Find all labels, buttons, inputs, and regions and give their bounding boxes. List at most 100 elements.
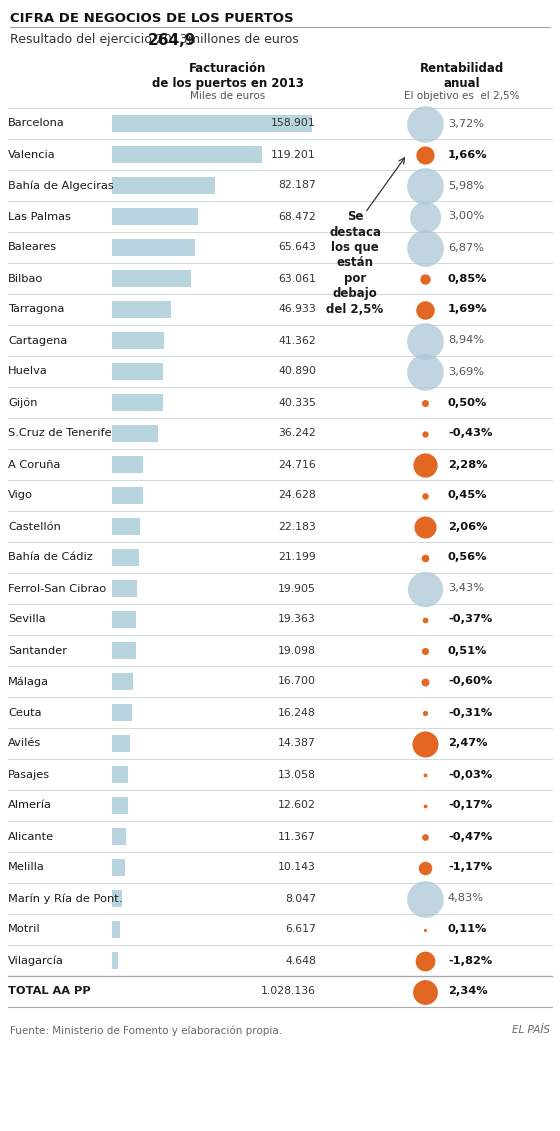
- Bar: [112, 735, 130, 752]
- Point: [421, 424, 430, 442]
- Text: 16.248: 16.248: [278, 708, 316, 717]
- Point: [421, 146, 430, 164]
- Point: [421, 456, 430, 474]
- Bar: [112, 642, 136, 658]
- Text: -0,31%: -0,31%: [448, 708, 492, 717]
- Text: 4.648: 4.648: [285, 956, 316, 966]
- Text: Avilés: Avilés: [8, 739, 41, 749]
- Point: [421, 673, 430, 691]
- Text: 21.199: 21.199: [278, 553, 316, 562]
- Text: 40.890: 40.890: [278, 366, 316, 377]
- Text: 41.362: 41.362: [278, 336, 316, 345]
- Text: 119.201: 119.201: [271, 149, 316, 159]
- Text: 11.367: 11.367: [278, 831, 316, 841]
- Text: Motril: Motril: [8, 924, 41, 934]
- Text: 3,00%: 3,00%: [448, 211, 484, 222]
- Text: Melilla: Melilla: [8, 863, 45, 872]
- Bar: [112, 146, 262, 163]
- Bar: [112, 828, 127, 845]
- Text: Baleares: Baleares: [8, 242, 57, 252]
- Text: 12.602: 12.602: [278, 801, 316, 811]
- Text: 22.183: 22.183: [278, 521, 316, 532]
- Point: [421, 734, 430, 752]
- Text: 0,11%: 0,11%: [448, 924, 487, 934]
- Bar: [112, 208, 198, 225]
- Text: millones de euros: millones de euros: [184, 33, 298, 46]
- Text: 1,66%: 1,66%: [448, 149, 488, 159]
- Text: Vigo: Vigo: [8, 491, 33, 501]
- Bar: [112, 240, 195, 256]
- Text: 24.628: 24.628: [278, 491, 316, 501]
- Text: 2,34%: 2,34%: [448, 986, 488, 996]
- Text: -0,43%: -0,43%: [448, 429, 492, 439]
- Text: 10.143: 10.143: [278, 863, 316, 872]
- Text: Huelva: Huelva: [8, 366, 48, 377]
- Text: TOTAL AA PP: TOTAL AA PP: [8, 986, 91, 996]
- Text: Sevilla: Sevilla: [8, 614, 45, 624]
- Text: Barcelona: Barcelona: [8, 119, 65, 129]
- Text: -0,47%: -0,47%: [448, 831, 492, 841]
- Text: 46.933: 46.933: [278, 304, 316, 314]
- Text: 1.028.136: 1.028.136: [261, 986, 316, 996]
- Text: Tarragona: Tarragona: [8, 304, 64, 314]
- Text: -0,60%: -0,60%: [448, 676, 492, 687]
- Bar: [112, 797, 128, 813]
- Bar: [112, 705, 133, 720]
- Text: 13.058: 13.058: [278, 769, 316, 779]
- Text: 19.098: 19.098: [278, 646, 316, 656]
- Text: 63.061: 63.061: [278, 274, 316, 284]
- Bar: [112, 952, 118, 968]
- Text: 24.716: 24.716: [278, 459, 316, 469]
- Text: Pasajes: Pasajes: [8, 769, 50, 779]
- Text: Rentabilidad
anual: Rentabilidad anual: [420, 62, 504, 90]
- Point: [421, 579, 430, 597]
- Text: Cartagena: Cartagena: [8, 336, 67, 345]
- Bar: [112, 922, 120, 938]
- Bar: [112, 178, 216, 193]
- Text: -0,17%: -0,17%: [448, 801, 492, 811]
- Text: Ferrol-San Cibrao: Ferrol-San Cibrao: [8, 584, 106, 594]
- Text: Facturación
de los puertos en 2013: Facturación de los puertos en 2013: [152, 62, 304, 90]
- Text: Almería: Almería: [8, 801, 52, 811]
- Text: 2,06%: 2,06%: [448, 521, 488, 532]
- Bar: [112, 457, 143, 473]
- Text: Ceuta: Ceuta: [8, 708, 41, 717]
- Point: [421, 394, 430, 412]
- Text: -0,03%: -0,03%: [448, 769, 492, 779]
- Text: 82.187: 82.187: [278, 181, 316, 190]
- Text: 65.643: 65.643: [278, 242, 316, 252]
- Point: [421, 549, 430, 567]
- Text: CIFRA DE NEGOCIOS DE LOS PUERTOS: CIFRA DE NEGOCIOS DE LOS PUERTOS: [10, 12, 293, 25]
- Point: [421, 766, 430, 784]
- Bar: [112, 860, 125, 875]
- Text: Gijón: Gijón: [8, 397, 38, 408]
- Point: [421, 889, 430, 907]
- Bar: [112, 302, 171, 318]
- Point: [421, 921, 430, 939]
- Text: -1,82%: -1,82%: [448, 956, 492, 966]
- Text: A Coruña: A Coruña: [8, 459, 60, 469]
- Bar: [112, 270, 192, 286]
- Text: 6,87%: 6,87%: [448, 242, 484, 252]
- Text: 0,45%: 0,45%: [448, 491, 488, 501]
- Text: Bahía de Cádiz: Bahía de Cádiz: [8, 553, 93, 562]
- Point: [421, 486, 430, 504]
- Text: 264,9: 264,9: [148, 33, 197, 48]
- Text: 5,98%: 5,98%: [448, 181, 484, 190]
- Point: [421, 362, 430, 380]
- Bar: [112, 487, 143, 503]
- Text: Málaga: Málaga: [8, 676, 49, 687]
- Point: [421, 207, 430, 225]
- Point: [421, 518, 430, 536]
- Point: [421, 703, 430, 722]
- Text: 0,50%: 0,50%: [448, 397, 487, 407]
- Text: Bilbao: Bilbao: [8, 274, 43, 284]
- Text: 19.363: 19.363: [278, 614, 316, 624]
- Bar: [112, 333, 164, 348]
- Text: 36.242: 36.242: [278, 429, 316, 439]
- Text: Castellón: Castellón: [8, 521, 61, 532]
- Text: 2,28%: 2,28%: [448, 459, 488, 469]
- Point: [421, 951, 430, 969]
- Bar: [112, 767, 128, 783]
- Text: 3,43%: 3,43%: [448, 584, 484, 594]
